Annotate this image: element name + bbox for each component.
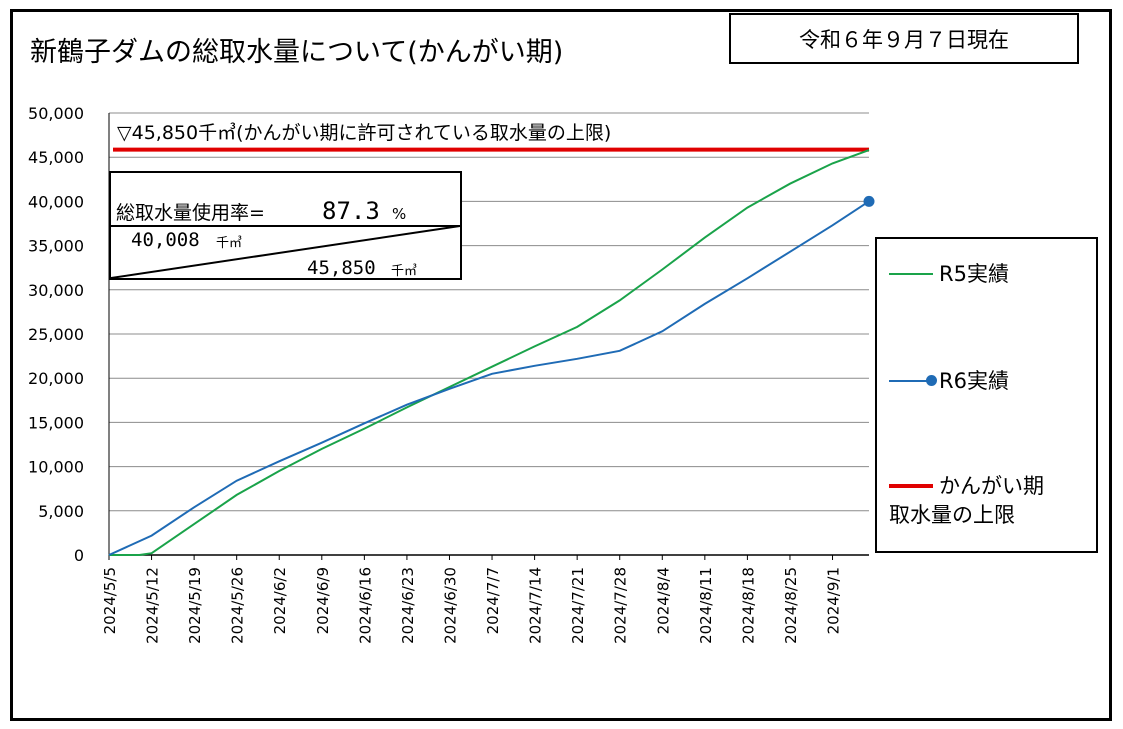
legend-item-r6: R6実績 (889, 369, 1009, 396)
y-tick-label: 25,000 (28, 325, 84, 344)
x-tick-label: 2024/5/12 (144, 567, 162, 644)
legend: R5実績 R6実績 かんがい期 取水量の上限 (875, 237, 1098, 553)
usage-numerator: 40,008 (131, 229, 200, 251)
x-tick-label: 2024/8/25 (782, 567, 800, 644)
x-tick-label: 2024/8/4 (654, 567, 672, 634)
x-tick-label: 2024/7/14 (527, 567, 545, 644)
chart-title: 新鶴子ダムの総取水量について(かんがい期) (30, 37, 564, 68)
legend-label-r6: R6実績 (939, 369, 1009, 393)
y-tick-label: 50,000 (28, 104, 84, 123)
x-tick-label: 2024/6/9 (314, 567, 332, 634)
usage-rate-label: 総取水量使用率= (116, 202, 265, 224)
legend-swatch-r5 (889, 264, 933, 284)
x-tick-label: 2024/9/1 (825, 567, 843, 634)
legend-item-limit: かんがい期 取水量の上限 (889, 474, 1044, 530)
usage-denominator: 45,850 (307, 257, 376, 278)
usage-numerator-unit: 千㎥ (216, 236, 242, 251)
series-line-r6 (108, 200, 870, 556)
series-lines (108, 149, 875, 556)
y-tick-label: 0 (74, 546, 84, 565)
limit-label: ▽45,850千㎥(かんがい期に許可されている取水量の上限) (117, 122, 611, 144)
x-tick-label: 2024/7/7 (484, 567, 502, 634)
legend-label-limit-line2: 取水量の上限 (889, 503, 1015, 527)
x-tick-label: 2024/6/2 (271, 567, 289, 634)
usage-rate-box: 総取水量使用率= 87.3 % 40,008 千㎥ 45,850 千㎥ (109, 171, 462, 280)
y-tick-label: 35,000 (28, 237, 84, 256)
x-tick-label: 2024/6/16 (356, 567, 374, 644)
legend-label-r5: R5実績 (939, 262, 1009, 286)
y-axis-tick-labels: 0 5,000 10,000 15,000 20,000 25,000 30,000 35,0… (28, 104, 84, 565)
y-tick-label: 10,000 (28, 458, 84, 477)
x-tick-label: 2024/8/18 (739, 567, 757, 644)
y-tick-label: 30,000 (28, 281, 84, 300)
x-tick-label: 2024/5/19 (186, 567, 204, 644)
legend-label-limit: かんがい期 取水量の上限 (889, 472, 1044, 530)
series-r6-endpoint-marker (863, 195, 875, 207)
y-tick-label: 5,000 (38, 502, 84, 521)
usage-rate-diagram: 総取水量使用率= 87.3 % 40,008 千㎥ 45,850 千㎥ (111, 197, 460, 278)
x-tick-label: 2024/5/26 (229, 567, 247, 644)
legend-swatch-limit (889, 476, 933, 496)
y-tick-label: 40,000 (28, 192, 84, 211)
x-tick-label: 2024/7/21 (569, 567, 587, 644)
legend-swatch-r6 (889, 371, 937, 391)
usage-rate-value: 87.3 (322, 197, 380, 225)
legend-label-limit-line1: かんがい期 (939, 474, 1044, 498)
as-of-date: 令和６年９月７日現在 (799, 27, 1009, 52)
x-tick-label: 2024/7/28 (612, 567, 630, 644)
usage-diagonal-line (111, 225, 460, 278)
x-tick-label: 2024/6/23 (399, 567, 417, 644)
x-axis-tick-labels: 2024/5/5 2024/5/12 2024/5/19 2024/5/26 2024/… (101, 567, 843, 644)
y-tick-label: 20,000 (28, 369, 84, 388)
as-of-date-box: 令和６年９月７日現在 (729, 13, 1079, 64)
usage-denominator-unit: 千㎥ (391, 264, 417, 278)
x-tick-label: 2024/8/11 (697, 567, 715, 644)
x-tick-label: 2024/6/30 (441, 567, 459, 644)
series-line-r5 (109, 149, 870, 556)
usage-rate-unit: % (392, 205, 406, 223)
y-tick-label: 15,000 (28, 413, 84, 432)
x-tick-label: 2024/5/5 (101, 567, 119, 634)
legend-item-r5: R5実績 (889, 262, 1009, 289)
y-tick-label: 45,000 (28, 148, 84, 167)
